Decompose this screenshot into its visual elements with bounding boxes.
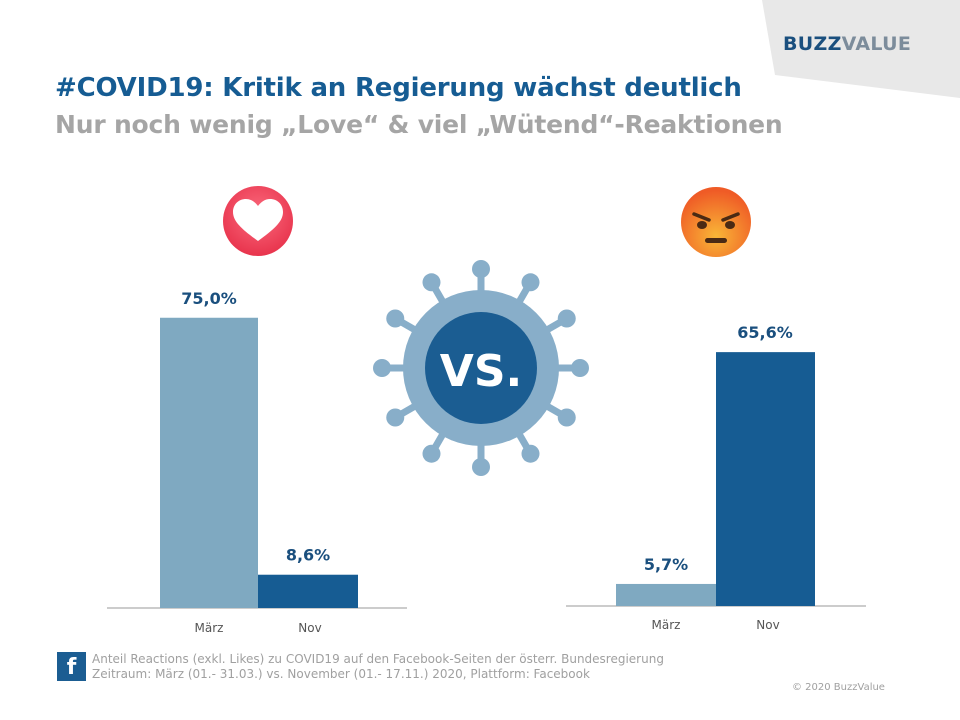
virus-spike-tip (386, 309, 405, 328)
chart1-tick-label-nov: Nov (298, 621, 321, 635)
chart2-bar-nov (716, 352, 815, 606)
virus-spike-tip (472, 458, 490, 476)
love-heart-icon (223, 186, 293, 256)
copyright: © 2020 BuzzValue (792, 682, 885, 693)
source-note-line2: Zeitraum: März (01.- 31.03.) vs. Novembe… (92, 667, 590, 681)
source-note: Anteil Reactions (exkl. Likes) zu COVID1… (92, 652, 664, 682)
virus-spike-tip (422, 273, 441, 292)
buzzvalue-logo: BUZZVALUE (783, 33, 912, 55)
virus-spike-tip (472, 260, 490, 278)
virus-spike-tip (521, 444, 540, 463)
page-subtitle: Nur noch wenig „Love“ & viel „Wütend“-Re… (55, 110, 783, 139)
virus-spike-tip (521, 273, 540, 292)
chart2-tick-label-nov: Nov (756, 618, 779, 632)
chart2-bar-maerz (616, 583, 716, 606)
virus-spike-tip (557, 408, 576, 427)
page-title: #COVID19: Kritik an Regierung wächst deu… (55, 73, 742, 103)
virus-spike-tip (422, 444, 441, 463)
chart2-value-label-nov: 65,6% (737, 323, 793, 342)
virus-spike-tip (373, 359, 391, 377)
vs-label: VS. (440, 346, 522, 397)
angry-face-icon (681, 187, 751, 257)
chart2-tick-label-maerz: März (652, 618, 681, 632)
facebook-icon: f (57, 652, 86, 681)
virus-spike-tip (386, 408, 405, 427)
chart1-value-label-maerz: 75,0% (181, 289, 237, 308)
virus-icon: VS. (373, 260, 589, 476)
chart1-bar-maerz (160, 317, 258, 608)
chart1-tick-label-maerz: März (195, 621, 224, 635)
source-note-line1: Anteil Reactions (exkl. Likes) zu COVID1… (92, 652, 664, 666)
chart1-bar-nov (258, 574, 358, 608)
chart1-value-label-nov: 8,6% (286, 546, 330, 565)
chart2-value-label-maerz: 5,7% (644, 555, 688, 574)
virus-spike-tip (571, 359, 589, 377)
virus-spike-tip (557, 309, 576, 328)
